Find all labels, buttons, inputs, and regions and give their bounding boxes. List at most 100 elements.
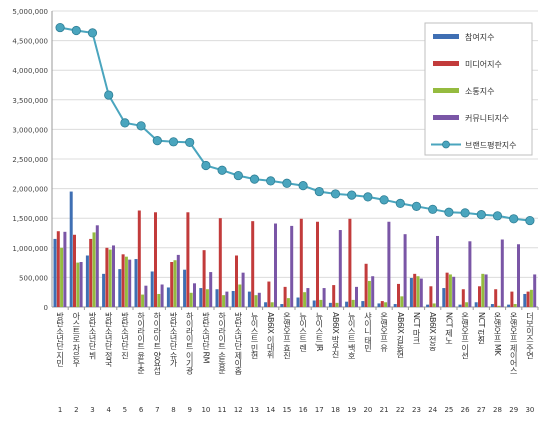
bar-4 [225,291,229,307]
bar-4 [95,225,99,307]
line-point [314,186,324,197]
line-point [476,210,486,220]
x-number-label: 7 [155,406,159,414]
line-point [201,160,211,171]
bar-1 [523,293,527,307]
x-category-label: 방탄소년단 슈가 [169,311,178,368]
x-number-label: 19 [347,406,356,414]
bar-3 [416,276,420,307]
bar-3 [400,296,404,307]
bar-1 [507,304,511,307]
bar-3 [513,304,517,307]
line-point [379,195,389,205]
bar-2 [186,212,190,307]
x-category-label: 방탄소년단 제이홉 [233,311,242,375]
bar-1 [361,301,365,307]
y-tick-label: 2,500,000 [12,156,48,164]
y-tick-label: 5,000,000 [12,8,48,16]
x-number-label: 30 [525,406,534,414]
x-category-label: 하이라이트 손동운 [217,311,226,375]
bar-2 [251,221,255,307]
line-point [120,118,130,128]
bar-3 [141,294,145,307]
bar-4 [128,259,132,307]
bar-4 [241,272,245,307]
bar-1 [296,297,300,307]
bar-4 [144,285,148,307]
line-point [509,214,519,224]
line-point [71,25,81,36]
bar-2 [380,301,384,307]
bar-1 [134,259,138,307]
x-category-label: 방탄소년단 진 [120,311,129,360]
bar-1 [393,304,397,307]
bar-2 [510,291,514,307]
bar-2 [413,273,417,307]
line-point [87,28,98,38]
bar-4 [176,254,180,307]
bar-4 [468,241,472,307]
bar-1 [118,269,122,307]
bar-4 [338,230,342,307]
x-number-label: 17 [315,406,324,414]
line-point [444,207,454,217]
bar-2 [56,231,60,307]
x-number-label: 27 [477,406,486,414]
x-number-label: 25 [444,406,453,414]
bar-4 [160,284,164,307]
x-category-label: NCT 제노 [444,312,453,344]
line-point [428,204,438,214]
bar-4 [79,262,83,307]
bar-3 [205,289,209,307]
line-point [185,137,195,148]
x-category-label: 온앤오프 이션 [461,312,470,360]
bar-3 [367,280,371,307]
line-point [168,137,179,147]
x-category-label: 뉴이스트 백호 [347,312,356,359]
x-category-label: 아스트로 차은우 [71,311,80,368]
line-point [233,170,243,181]
x-category-label: AB6IX 이대휘 [266,312,275,359]
y-tick-label: 4,000,000 [12,67,48,75]
bar-1 [264,302,268,307]
bar-4 [290,225,294,307]
x-category-label: 뉴이스트 렌 [299,312,308,352]
line-point [525,215,535,226]
bar-2 [526,291,530,307]
bar-3 [465,302,469,307]
bar-1 [458,304,462,307]
x-number-label: 12 [234,406,243,414]
x-number-label: 18 [331,406,340,414]
x-number-label: 9 [187,406,191,414]
x-category-label: 온앤오프 제이어스 [509,312,518,374]
x-number-label: 26 [461,406,470,414]
x-category-label: AB6IX 박우진 [331,312,340,358]
bar-4 [387,221,391,307]
line-point [217,165,227,175]
bar-4 [209,272,213,307]
x-number-label: 20 [363,406,372,414]
bar-1 [377,303,381,307]
line-point [136,121,146,131]
x-category-label: 방탄소년단 지민 [55,311,64,367]
x-category-label: 뉴이스트 민현 [250,312,259,360]
x-number-label: 3 [90,406,94,414]
x-number-label: 28 [493,406,502,414]
bar-4 [403,234,407,307]
bar-2 [478,286,481,307]
bar-3 [157,293,161,307]
legend-swatch [433,88,459,93]
x-number-label: 8 [171,406,175,414]
x-number-label: 23 [412,406,421,414]
bar-1 [102,273,106,307]
bar-3 [60,247,64,307]
bar-2 [137,210,141,307]
x-number-label: 22 [396,406,405,414]
line-point [411,201,422,211]
bar-1 [166,287,170,307]
line-point [266,176,276,186]
x-category-label: 온앤오프 효진 [282,312,291,360]
bar-4 [452,276,456,307]
